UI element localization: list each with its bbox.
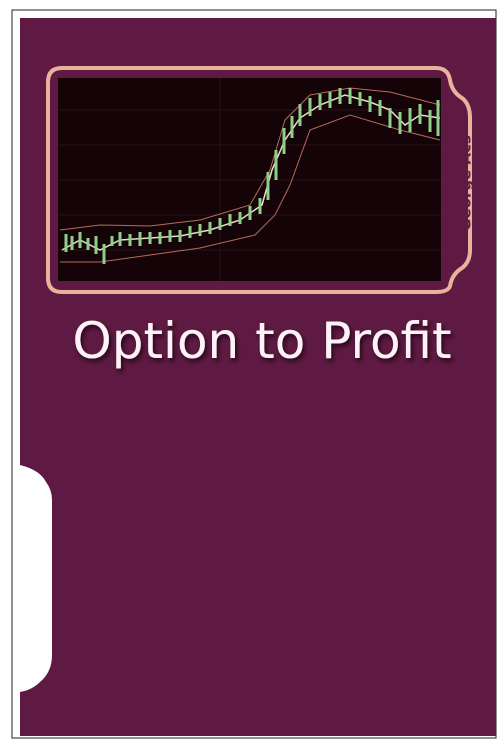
author: George Acs	[457, 135, 475, 231]
cover-notch	[20, 465, 52, 692]
page: George Acs Option to Profit (() => { con…	[0, 0, 499, 740]
book-cover: George Acs Option to Profit	[0, 0, 499, 740]
book-title: Option to Profit	[72, 312, 451, 370]
